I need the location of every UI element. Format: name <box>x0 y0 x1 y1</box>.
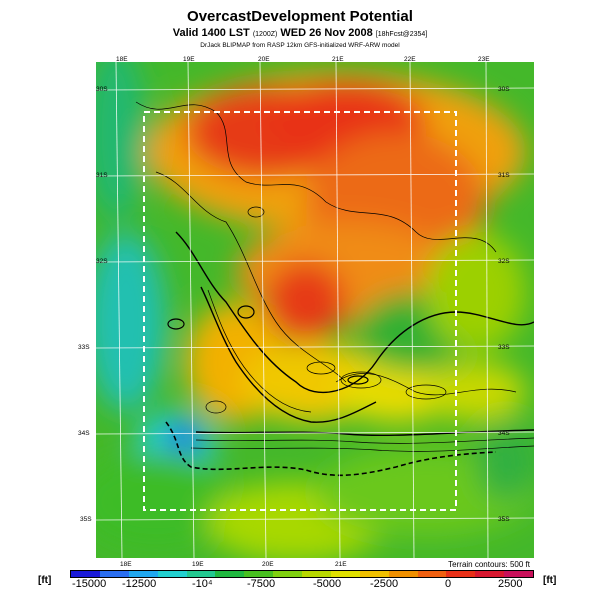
lat-label-left: 35S <box>80 516 92 523</box>
potential-field <box>96 62 534 558</box>
valid-main: Valid 1400 LST <box>172 27 250 39</box>
terrain-contour <box>205 400 227 414</box>
terrain-contour <box>167 318 185 330</box>
unit-left: [ft] <box>38 575 52 586</box>
lat-label-right: 31S <box>498 172 510 179</box>
lon-label-bottom: 19E <box>192 561 204 568</box>
model-credit: DrJack BLIPMAP from RASP 12km GFS-initia… <box>200 42 400 49</box>
blipmap-plot <box>96 62 534 558</box>
colorbar-tick-label: -10⁴ <box>192 578 213 590</box>
colorbar-swatch <box>215 571 245 577</box>
colorbar-swatch <box>330 571 360 577</box>
colorbar-tick-label: -5000 <box>313 578 342 590</box>
terrain-contour <box>190 445 534 452</box>
terrain-contour <box>155 171 347 383</box>
valid-time: Valid 1400 LST (1200Z) WED 26 Nov 2008 [… <box>0 27 600 39</box>
lon-label-top: 18E <box>116 56 128 63</box>
colorbar-swatch <box>388 571 418 577</box>
colorbar-swatch <box>71 571 100 577</box>
colorbar-swatch <box>446 571 476 577</box>
lon-label-bottom: 21E <box>335 561 347 568</box>
valid-date: WED 26 Nov 2008 <box>280 27 373 39</box>
colorbar-swatch <box>475 571 505 577</box>
chart-title: OvercastDevelopment Potential <box>187 8 413 25</box>
lon-label-top: 20E <box>258 56 270 63</box>
lat-label-left: 34S <box>78 430 90 437</box>
colorbar-swatch <box>128 571 158 577</box>
terrain-contour <box>306 361 336 375</box>
lon-label-top: 22E <box>404 56 416 63</box>
lat-label-right: 35S <box>498 516 510 523</box>
colorbar-swatch <box>417 571 447 577</box>
lat-label-left: 32S <box>96 258 108 265</box>
terrain-contour <box>340 371 382 389</box>
inner-domain-box <box>143 111 457 511</box>
lat-label-left: 30S <box>96 86 108 93</box>
terrain-contour <box>207 289 312 413</box>
lat-label-right: 33S <box>498 344 510 351</box>
colorbar <box>70 570 534 578</box>
colorbar-swatch <box>186 571 216 577</box>
terrain-contour <box>237 305 255 319</box>
terrain-contour <box>200 286 377 423</box>
colorbar-swatch <box>302 571 331 577</box>
lat-label-right: 30S <box>498 86 510 93</box>
valid-fcst: [18hFcst@2354] <box>375 31 428 38</box>
terrain-contour <box>195 437 534 444</box>
colorbar-swatch <box>504 571 533 577</box>
terrain-contour <box>135 101 497 253</box>
terrain-contour <box>175 231 534 394</box>
colorbar-tick-label: -7500 <box>247 578 276 590</box>
colorbar-tick-label: 2500 <box>498 578 523 590</box>
colorbar-swatch <box>99 571 129 577</box>
lat-label-left: 31S <box>96 172 108 179</box>
lon-label-bottom: 18E <box>120 561 132 568</box>
lon-label-top: 21E <box>332 56 344 63</box>
colorbar-tick-label: -2500 <box>370 578 399 590</box>
unit-right: [ft] <box>543 575 557 586</box>
colorbar-swatch <box>244 571 274 577</box>
terrain-contour <box>347 375 369 385</box>
lat-label-right: 34S <box>498 430 510 437</box>
colorbar-tick-label: -15000 <box>72 578 107 590</box>
lon-label-top: 23E <box>478 56 490 63</box>
colorbar-swatch <box>359 571 389 577</box>
colorbar-swatch <box>273 571 302 577</box>
terrain-note: Terrain contours: 500 ft <box>448 560 530 569</box>
lat-label-right: 32S <box>498 258 510 265</box>
valid-code: (1200Z) <box>252 31 278 38</box>
terrain-contour <box>335 373 517 396</box>
graticule <box>96 62 534 558</box>
colorbar-tick-label: -12500 <box>122 578 157 590</box>
colorbar-tick-label: 0 <box>445 578 452 590</box>
terrain-contour <box>247 206 265 218</box>
colorbar-swatch <box>157 571 187 577</box>
lon-label-top: 19E <box>183 56 195 63</box>
terrain-contours <box>135 101 534 477</box>
terrain-contour <box>405 384 447 400</box>
lon-label-bottom: 20E <box>262 561 274 568</box>
lat-label-left: 33S <box>78 344 90 351</box>
